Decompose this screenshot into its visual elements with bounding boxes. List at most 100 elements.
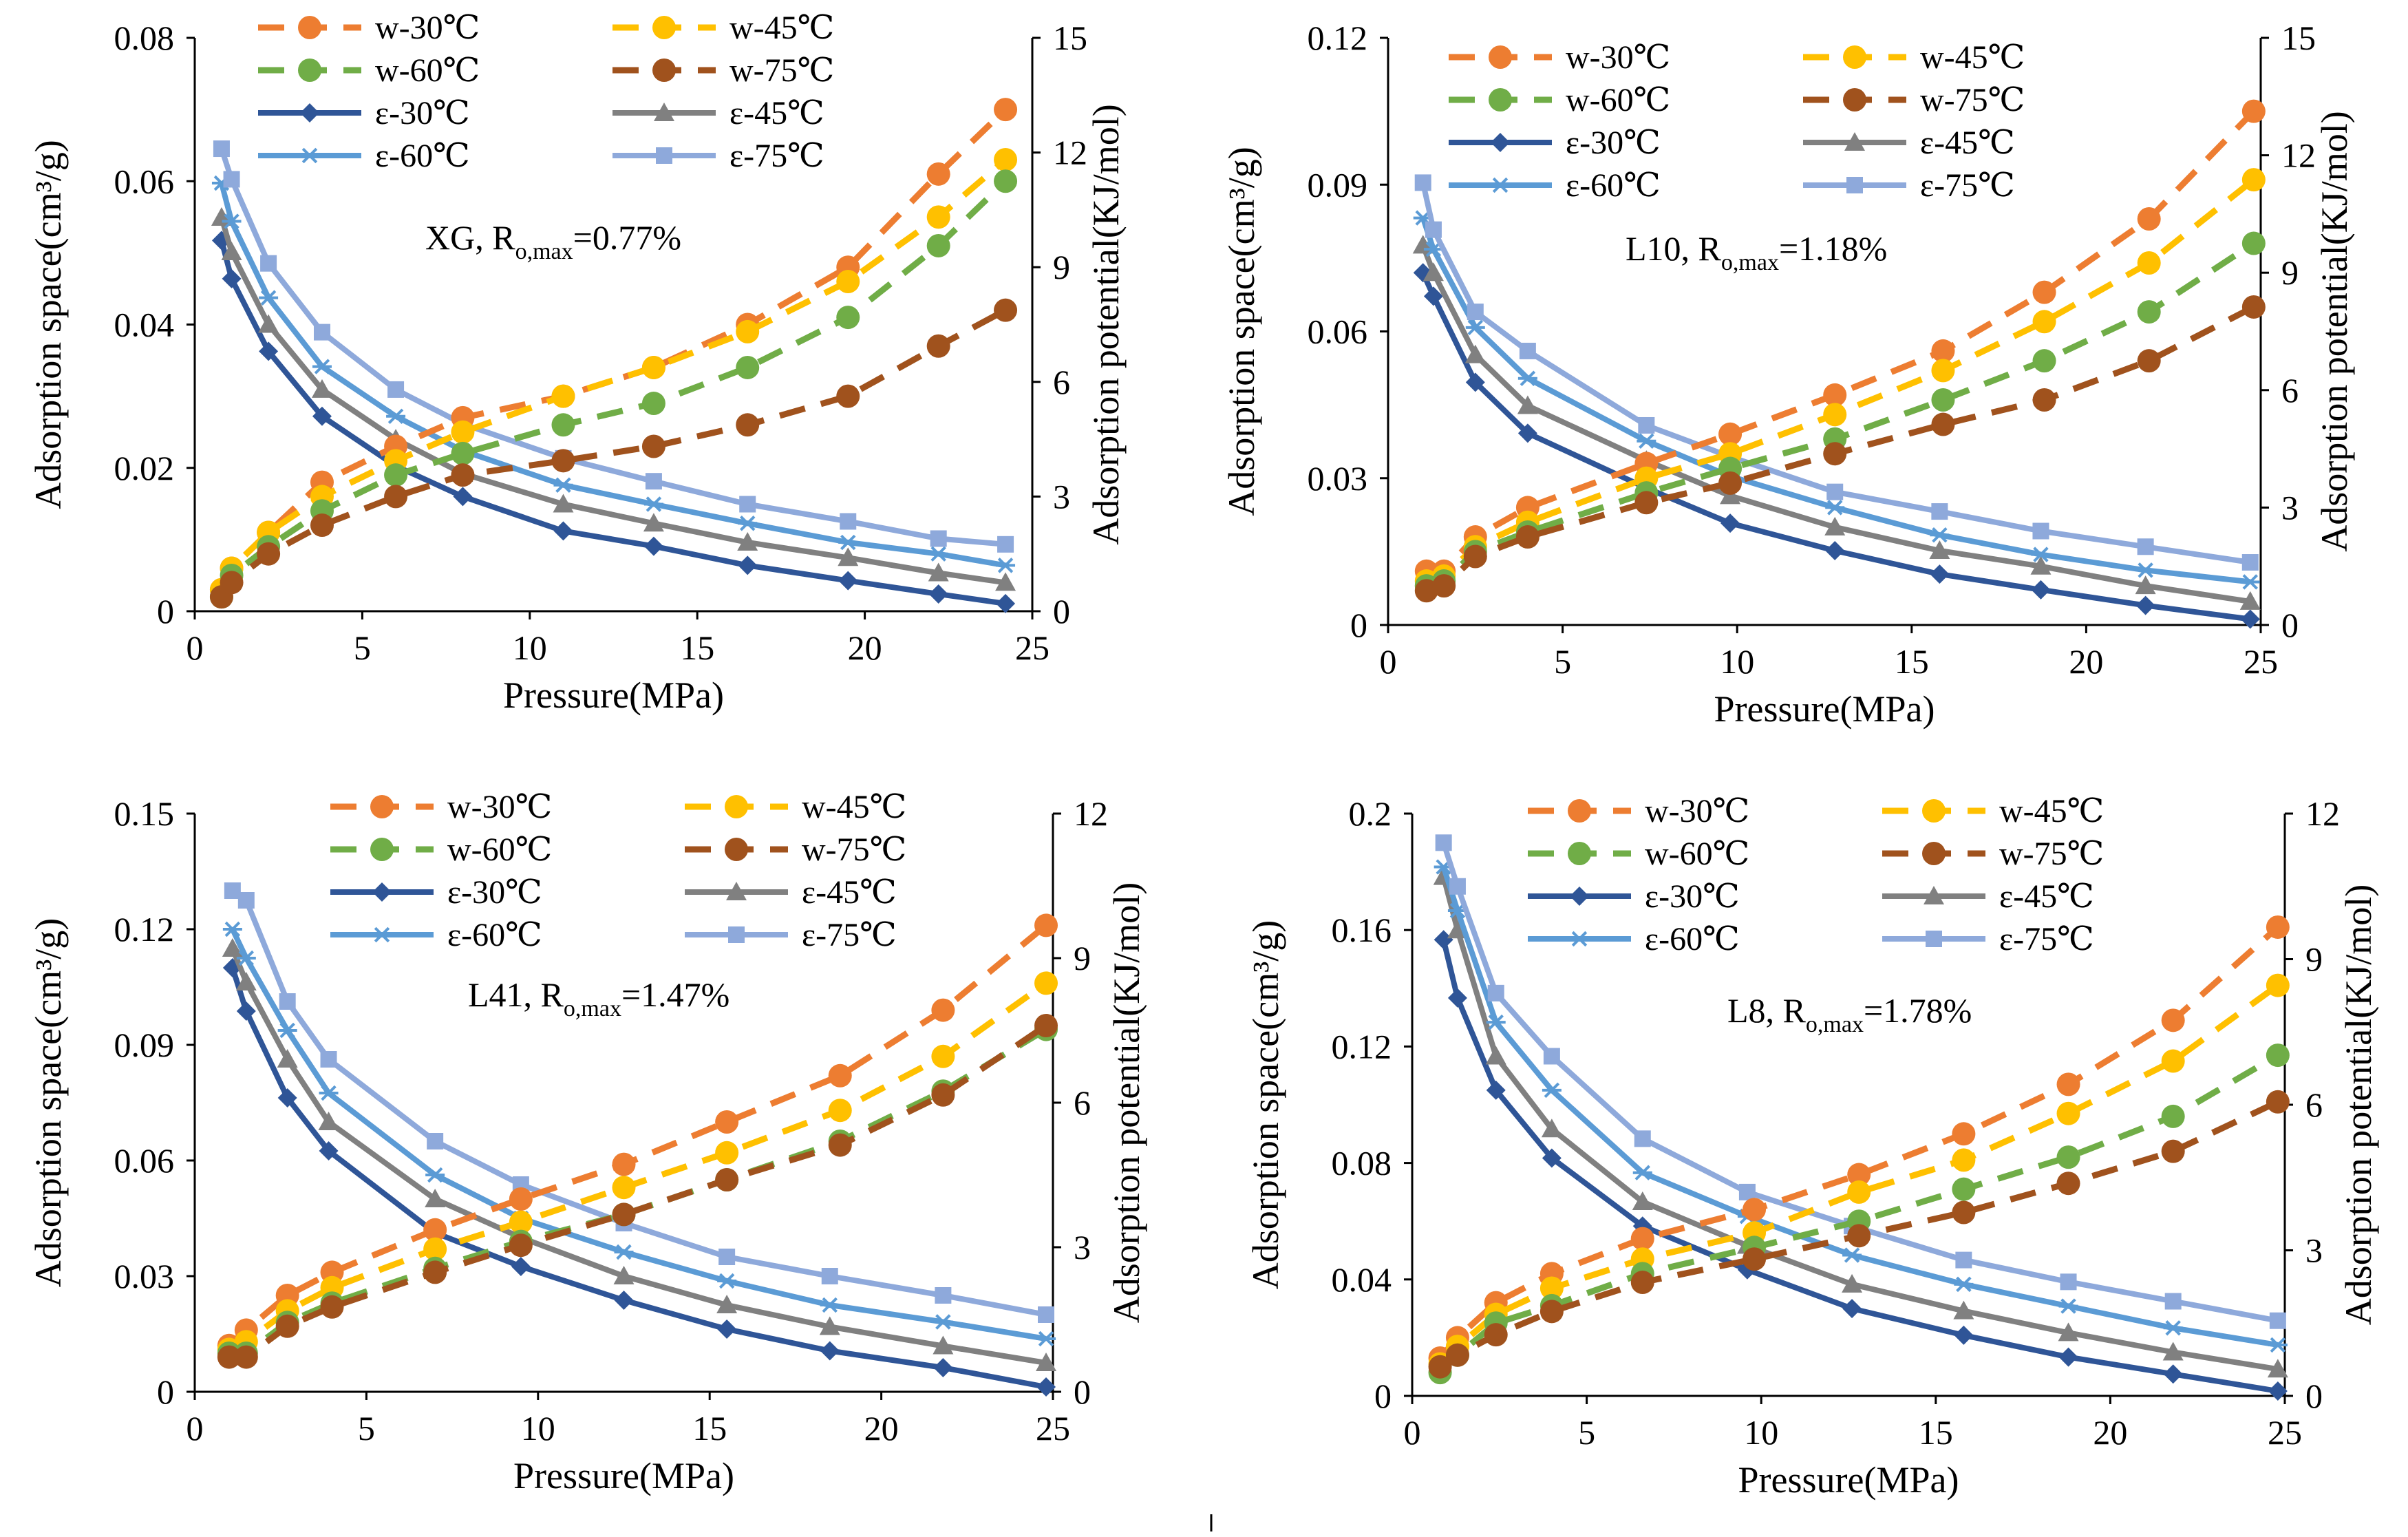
- data-point: [931, 1083, 955, 1107]
- data-point: [451, 420, 475, 444]
- data-point: [2135, 562, 2155, 578]
- data-point: [935, 1287, 952, 1304]
- data-point: [1034, 1014, 1058, 1037]
- data-point: [931, 998, 955, 1022]
- y-left-tick-label: 0.12: [114, 910, 175, 948]
- legend-marker: [725, 838, 748, 861]
- data-point: [926, 334, 950, 358]
- data-point: [1823, 403, 1847, 427]
- data-point: [1034, 971, 1058, 995]
- data-point: [553, 494, 574, 513]
- data-point: [384, 485, 408, 509]
- data-point: [1447, 988, 1467, 1008]
- data-point: [551, 449, 575, 473]
- legend-item: w-45℃: [612, 10, 834, 46]
- data-point: [1954, 1276, 1974, 1293]
- data-point: [1738, 1183, 1756, 1200]
- y-axis-left-label: Adsorption space(cm³/g): [1245, 920, 1286, 1290]
- data-point: [1036, 1331, 1056, 1347]
- data-point: [994, 298, 1018, 322]
- legend-marker: [652, 16, 676, 39]
- data-point: [643, 536, 663, 556]
- series-line: [219, 216, 1006, 586]
- legend: w-30℃ w-45℃ w-60℃ w-75℃ ε-30℃ ε-45℃ ε-60℃ ε-75℃: [330, 789, 906, 953]
- data-point: [2030, 555, 2052, 575]
- data-point: [1423, 241, 1443, 257]
- data-point: [1485, 1046, 1506, 1065]
- data-point: [1952, 1177, 1976, 1201]
- legend-label: ε-75℃: [802, 917, 897, 953]
- legend-marker: [1922, 799, 1946, 823]
- legend-label: w-75℃: [1920, 82, 2025, 118]
- data-point: [612, 1202, 636, 1227]
- data-point: [820, 1297, 840, 1313]
- data-point: [2240, 574, 2260, 590]
- data-point: [736, 413, 760, 437]
- data-point: [715, 1168, 739, 1191]
- series-line: [219, 182, 1006, 569]
- legend-marker: [1489, 88, 1512, 112]
- legend-label: ε-45℃: [1999, 878, 2094, 915]
- data-point: [1034, 913, 1058, 937]
- data-point: [2239, 591, 2261, 610]
- data-point: [641, 392, 665, 416]
- data-point: [1484, 1323, 1508, 1347]
- data-point: [2032, 388, 2056, 412]
- legend-item: w-45℃: [685, 789, 906, 825]
- series-epsilon-60c: [211, 175, 1016, 573]
- series-w-75c: [1414, 295, 2266, 603]
- data-point: [258, 314, 279, 333]
- y-left-tick-label: 0.15: [114, 794, 175, 833]
- data-point: [821, 1268, 838, 1284]
- legend-marker: [654, 103, 674, 121]
- legend-label: ε-60℃: [1645, 921, 1740, 957]
- data-point: [1823, 383, 1847, 407]
- data-point: [840, 513, 857, 530]
- data-point: [1428, 1355, 1452, 1379]
- data-point: [931, 1044, 955, 1068]
- legend-label: ε-60℃: [447, 917, 542, 953]
- data-point: [427, 1133, 444, 1149]
- data-point: [2032, 280, 2056, 304]
- data-point: [1953, 1300, 1974, 1319]
- data-point: [1842, 1299, 1862, 1319]
- legend-label: w-45℃: [729, 10, 834, 46]
- data-point: [2266, 1043, 2290, 1068]
- data-point: [1634, 1130, 1651, 1147]
- y-axis-right-label: Adsorption potential(KJ/mol): [1085, 104, 1127, 544]
- data-point: [1630, 1271, 1654, 1295]
- legend-marker: [370, 795, 394, 818]
- data-point: [2241, 295, 2266, 319]
- legend-item: ε-60℃: [1528, 921, 1740, 957]
- data-point: [222, 213, 242, 229]
- data-point: [279, 993, 296, 1010]
- data-point: [1543, 1048, 1560, 1065]
- data-point: [1824, 516, 1846, 536]
- y-right-tick-label: 3: [2305, 1231, 2323, 1270]
- data-point: [994, 148, 1018, 172]
- legend-label: ε-30℃: [375, 95, 470, 131]
- data-point: [1718, 422, 1743, 446]
- data-point: [645, 473, 662, 490]
- data-point: [933, 1314, 953, 1330]
- data-point: [2137, 207, 2161, 231]
- data-point: [1637, 433, 1656, 449]
- data-point: [2135, 575, 2156, 595]
- data-point: [2056, 1172, 2080, 1196]
- data-point: [2137, 538, 2154, 555]
- data-point: [2241, 231, 2266, 255]
- y-right-tick-label: 6: [1074, 1083, 1091, 1122]
- legend-label: w-45℃: [1920, 39, 2025, 76]
- y-left-tick-label: 0.08: [1332, 1144, 1392, 1183]
- data-point: [259, 341, 279, 361]
- legend-marker: [300, 103, 319, 123]
- data-point: [320, 1295, 344, 1319]
- data-point: [551, 413, 575, 437]
- data-point: [1423, 262, 1444, 282]
- data-point: [384, 463, 408, 487]
- data-point: [2032, 310, 2056, 334]
- x-tick-label: 25: [2244, 642, 2278, 681]
- y-left-tick-label: 0: [157, 1372, 174, 1411]
- legend-item: ε-30℃: [1528, 878, 1740, 915]
